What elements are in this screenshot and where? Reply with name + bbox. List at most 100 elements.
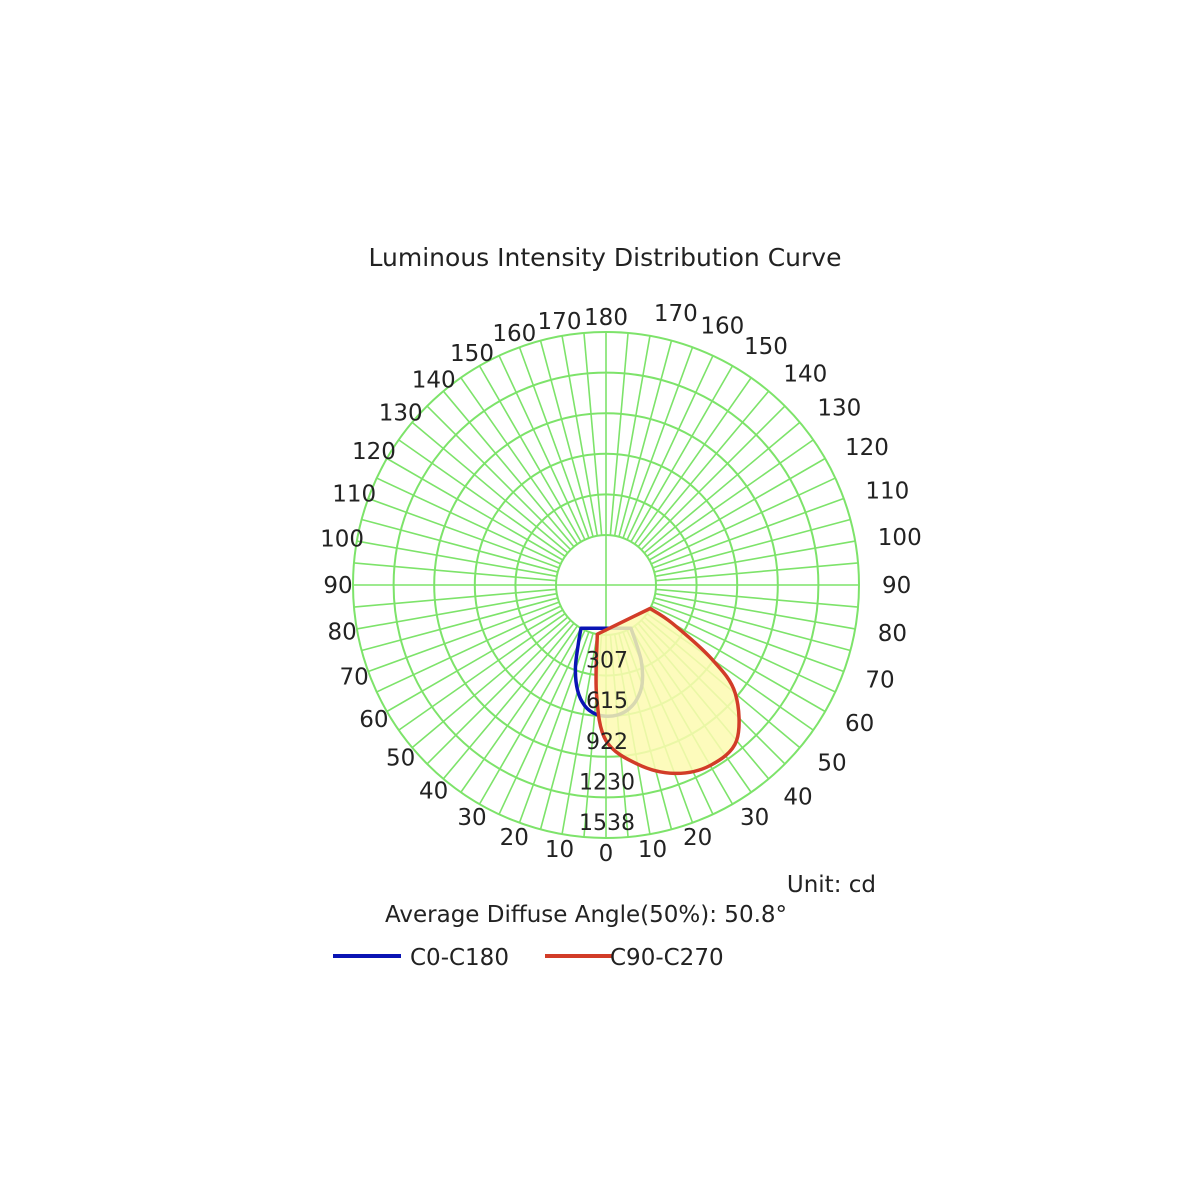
legend-label-0: C0-C180 — [410, 945, 509, 971]
grid-spoke — [478, 365, 582, 543]
grid-spoke — [583, 332, 603, 536]
angle-label: 90 — [882, 573, 911, 599]
grid-spoke — [376, 605, 562, 693]
grid-spoke — [442, 390, 575, 548]
grid-spoke — [426, 619, 572, 765]
grid-spoke — [356, 592, 557, 630]
series-curve-1 — [594, 606, 741, 776]
angle-label: 100 — [320, 527, 364, 553]
grid-spoke — [460, 625, 578, 793]
grid-spoke — [361, 597, 558, 652]
grid-spoke — [654, 518, 851, 573]
polar-grid — [352, 331, 860, 839]
angle-label: 0 — [599, 841, 614, 867]
grid-spoke — [609, 332, 629, 536]
angle-label: 30 — [457, 805, 486, 831]
angle-label: 10 — [638, 837, 667, 863]
grid-spoke — [637, 390, 770, 548]
angle-label: 120 — [352, 439, 396, 465]
angle-label: 130 — [817, 396, 861, 422]
legend: C0-C180 C90-C270 — [333, 945, 724, 971]
grid-spoke — [650, 605, 836, 693]
angle-label: 150 — [744, 334, 788, 360]
angle-label: 70 — [340, 665, 369, 691]
grid-spoke — [367, 601, 560, 673]
grid-spoke — [626, 355, 714, 541]
radial-tick-label: 307 — [586, 649, 628, 674]
angle-label: 60 — [359, 707, 388, 733]
angle-labels: 0102030405060708090100110120130140150160… — [320, 301, 922, 867]
angle-label: 10 — [545, 837, 574, 863]
grid-spoke — [518, 346, 590, 539]
curve-layer — [573, 606, 741, 776]
grid-spoke — [655, 588, 859, 608]
angle-label: 40 — [783, 784, 812, 810]
angle-label: 140 — [412, 368, 456, 394]
grid-spoke — [361, 518, 558, 573]
grid-spoke — [655, 540, 856, 578]
unit-label: Unit: cd — [787, 872, 876, 898]
angle-label: 160 — [492, 321, 536, 347]
angle-label: 90 — [323, 573, 352, 599]
radial-tick-label: 922 — [586, 730, 628, 755]
grid-spoke — [539, 633, 594, 830]
grid-spoke — [398, 613, 566, 731]
angle-label: 100 — [878, 525, 922, 551]
grid-spoke — [652, 601, 845, 673]
grid-spoke — [634, 377, 752, 545]
grid-spoke — [622, 346, 694, 539]
grid-spoke — [426, 405, 572, 551]
angle-label: 80 — [878, 621, 907, 647]
angle-label: 70 — [865, 667, 894, 693]
angle-label: 20 — [683, 825, 712, 851]
radial-tick-label: 1538 — [579, 811, 635, 836]
grid-spoke — [411, 421, 569, 554]
grid-spoke — [643, 421, 801, 554]
angle-label: 140 — [783, 362, 827, 388]
angle-label: 130 — [379, 401, 423, 427]
grid-spoke — [539, 340, 594, 537]
grid-spoke — [376, 477, 562, 565]
grid-spoke — [353, 562, 557, 582]
angle-label: 30 — [740, 805, 769, 831]
angle-label: 60 — [845, 711, 874, 737]
radial-tick-label: 615 — [586, 689, 628, 714]
grid-spoke — [498, 629, 586, 815]
grid-spoke — [367, 497, 560, 569]
grid-spoke — [561, 335, 599, 536]
angle-label: 40 — [419, 778, 448, 804]
grid-spoke — [630, 365, 734, 543]
angle-label: 150 — [450, 341, 494, 367]
radial-tick-labels: 307 615 922 1230 1538 — [579, 649, 635, 836]
grid-spoke — [655, 562, 859, 582]
grid-spoke — [652, 497, 845, 569]
radial-tick-label: 1230 — [579, 770, 635, 795]
grid-spoke — [640, 405, 786, 551]
angle-label: 50 — [817, 750, 846, 776]
grid-spoke — [460, 377, 578, 545]
average-angle-label: Average Diffuse Angle(50%): 50.8° — [385, 902, 787, 928]
grid-spoke — [646, 439, 814, 557]
angle-label: 110 — [332, 481, 376, 507]
angle-label: 110 — [865, 479, 909, 505]
grid-spoke — [654, 597, 851, 652]
angle-label: 180 — [584, 305, 628, 331]
grid-spoke — [618, 340, 673, 537]
grid-spoke — [561, 634, 599, 835]
angle-label: 20 — [500, 825, 529, 851]
grid-spoke — [386, 457, 564, 561]
grid-spoke — [411, 616, 569, 749]
grid-spoke — [442, 622, 575, 780]
chart-title: Luminous Intensity Distribution Curve — [369, 243, 842, 272]
angle-label: 120 — [845, 435, 889, 461]
grid-spoke — [356, 540, 557, 578]
grid-spoke — [648, 457, 826, 561]
angle-label: 80 — [327, 620, 356, 646]
angle-label: 160 — [700, 314, 744, 340]
legend-label-1: C90-C270 — [610, 945, 724, 971]
grid-spoke — [353, 588, 557, 608]
grid-spoke — [386, 609, 564, 713]
angle-label: 50 — [386, 745, 415, 771]
